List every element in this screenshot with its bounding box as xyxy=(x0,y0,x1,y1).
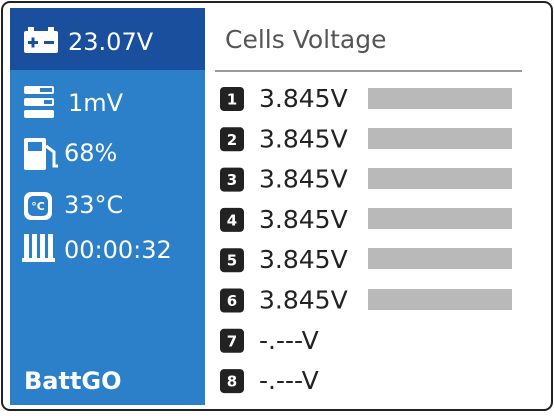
temperature: 33°C xyxy=(64,191,123,219)
cell-badge xyxy=(220,207,244,232)
cell-index: 5 xyxy=(227,252,237,270)
cell-badge xyxy=(220,127,244,152)
cell-index: 2 xyxy=(227,131,237,149)
cell-badge xyxy=(220,288,244,313)
svg-text:°C: °C xyxy=(31,200,45,213)
delta-icon xyxy=(24,86,54,118)
pack-voltage: 23.07V xyxy=(68,28,154,56)
cell-index: 4 xyxy=(227,211,237,229)
cell-badge xyxy=(220,248,244,273)
battery-icon xyxy=(24,27,58,53)
cell-list: 1 3.845V 2 3.845V 3 3.845V 4 3.845V 5 3.845V 6 3.84… xyxy=(220,84,348,395)
level-bar xyxy=(368,289,512,310)
cell-delta: 1mV xyxy=(68,89,124,117)
cell-voltage: 3.845V xyxy=(259,84,348,113)
cell-voltage: 3.845V xyxy=(259,205,348,234)
level-bar xyxy=(368,88,512,109)
cell-badge xyxy=(220,328,244,353)
cell-index: 8 xyxy=(227,373,237,391)
timer-icon xyxy=(22,234,55,262)
level-bar xyxy=(368,128,512,149)
cell-voltage: 3.845V xyxy=(259,286,348,315)
cell-voltage: -.---V xyxy=(259,326,319,355)
charge: 68% xyxy=(64,139,117,167)
cell-voltage: -.---V xyxy=(259,366,319,395)
timer: 00:00:32 xyxy=(64,236,172,264)
cell-badge xyxy=(220,87,244,111)
charge-icon xyxy=(24,138,58,170)
temperature-icon: °C xyxy=(24,192,52,220)
cell-badge xyxy=(220,369,244,394)
cell-voltage: 3.845V xyxy=(259,124,348,153)
level-bar xyxy=(368,168,512,189)
cell-bars xyxy=(368,88,512,310)
cell-index: 3 xyxy=(227,171,237,189)
cell-voltage: 3.845V xyxy=(259,245,348,274)
cell-index: 7 xyxy=(227,332,237,350)
cell-voltage: 3.845V xyxy=(259,165,348,194)
cell-index: 1 xyxy=(227,91,237,109)
brand: BattGO xyxy=(24,367,122,395)
level-bar xyxy=(368,208,512,229)
panel-title: Cells Voltage xyxy=(225,25,386,54)
level-bar xyxy=(368,248,512,269)
cell-badge xyxy=(220,167,244,192)
cell-index: 6 xyxy=(227,292,237,310)
